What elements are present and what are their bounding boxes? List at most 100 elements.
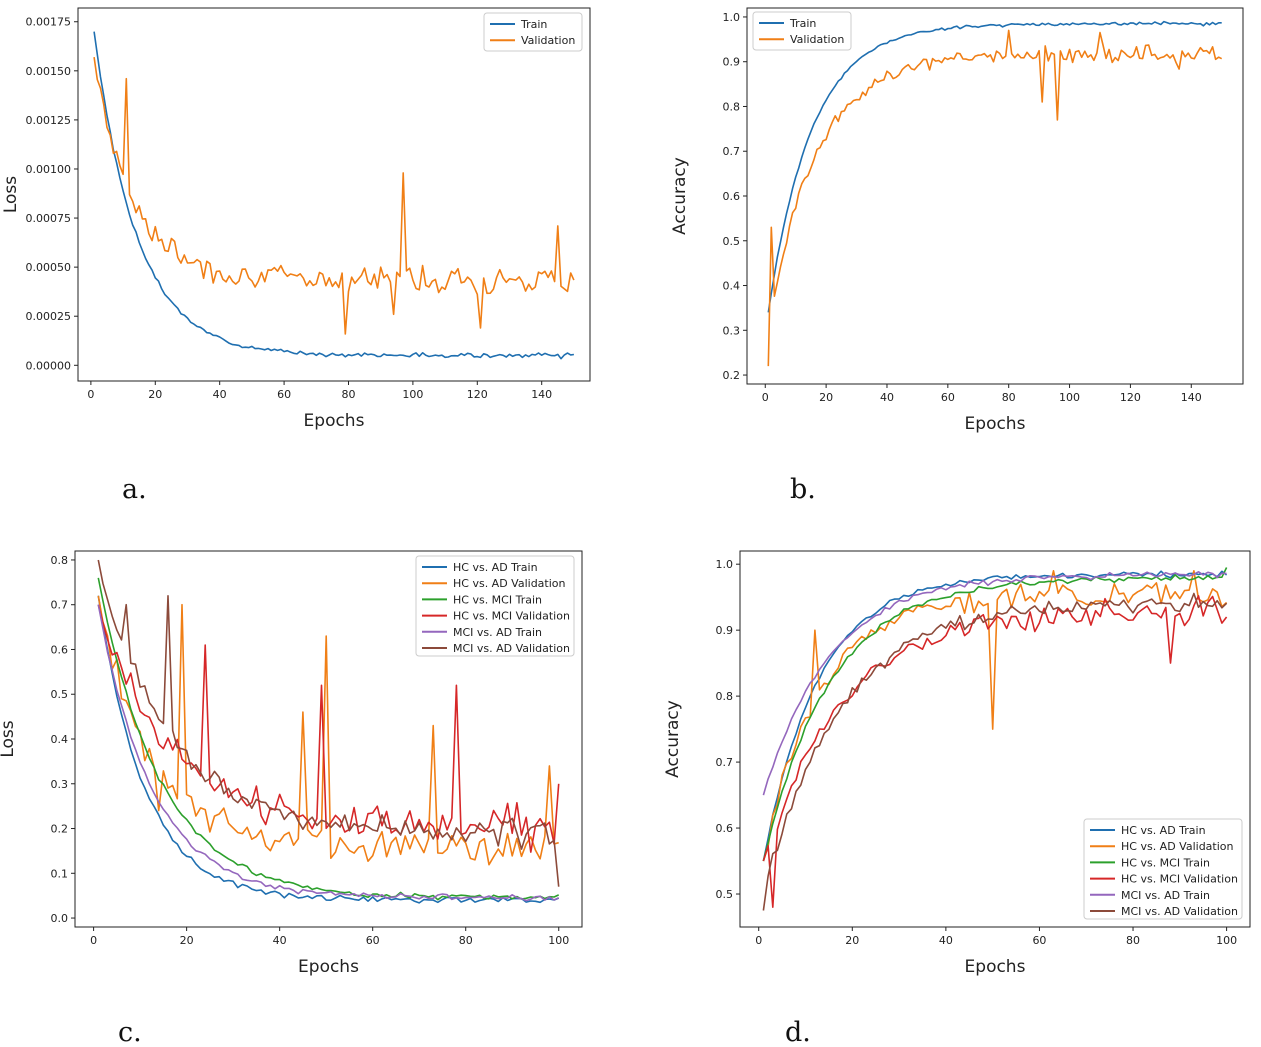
x-tick-label: 60 bbox=[366, 934, 380, 947]
y-tick-label: 0.9 bbox=[716, 624, 734, 637]
legend-entry: Train bbox=[789, 17, 816, 30]
x-tick-label: 0 bbox=[90, 934, 97, 947]
y-tick-label: 0.00075 bbox=[26, 212, 72, 225]
legend: Train Validation bbox=[483, 12, 583, 52]
y-tick-label: 0.5 bbox=[716, 888, 734, 901]
legend: HC vs. AD Train HC vs. AD Validation HC vs… bbox=[415, 555, 575, 657]
y-axis-label: Accuracy bbox=[670, 157, 690, 235]
plot-frame bbox=[739, 550, 1251, 928]
x-tick-label: 20 bbox=[819, 391, 833, 404]
y-tick-label: 0.00125 bbox=[26, 114, 72, 127]
y-tick-label: 0.8 bbox=[51, 554, 69, 567]
y-tick-label: 0.7 bbox=[51, 599, 69, 612]
legend: Train Validation bbox=[752, 11, 852, 51]
series-line-d-2 bbox=[762, 567, 1228, 862]
series-line-d-5 bbox=[762, 592, 1228, 911]
y-axis-label: Loss bbox=[0, 720, 18, 757]
y-tick-label: 0.00175 bbox=[26, 16, 72, 29]
panel-c-loss-chart: 0 20 40 60 80 100 0.0 0.1 0.2 0.3 0.4 0.5 0.6 0.7 0.8 E… bbox=[0, 550, 583, 1047]
series-line-c-5 bbox=[97, 559, 560, 887]
y-tick-label: 0.6 bbox=[716, 822, 734, 835]
legend-entry: MCI vs. AD Train bbox=[1121, 889, 1210, 902]
y-axis-label: Accuracy bbox=[663, 700, 683, 778]
legend-entry: HC vs. AD Train bbox=[453, 561, 538, 574]
y-tick-label: 0.1 bbox=[51, 867, 69, 880]
x-axis-label: Epochs bbox=[304, 411, 365, 431]
y-tick-label: 0.6 bbox=[723, 190, 741, 203]
legend-entry: MCI vs. AD Validation bbox=[1121, 905, 1238, 918]
series-line-d-4 bbox=[762, 571, 1227, 796]
y-tick-label: 0.00150 bbox=[26, 65, 72, 78]
y-tick-label: 0.2 bbox=[723, 369, 741, 382]
panel-label: d. bbox=[785, 1017, 811, 1047]
x-tick-label: 20 bbox=[845, 934, 859, 947]
y-tick-label: 0.3 bbox=[723, 324, 741, 337]
y-tick-label: 0.6 bbox=[51, 643, 69, 656]
y-tick-label: 0.0 bbox=[51, 912, 69, 925]
y-tick-label: 0.4 bbox=[723, 280, 741, 293]
series-line-a-1 bbox=[93, 56, 575, 335]
y-tick-label: 0.9 bbox=[723, 56, 741, 69]
plot-frame bbox=[77, 7, 591, 382]
y-tick-label: 1.0 bbox=[716, 558, 734, 571]
x-tick-label: 80 bbox=[459, 934, 473, 947]
y-tick-label: 0.8 bbox=[716, 690, 734, 703]
panel-label: b. bbox=[790, 474, 816, 505]
legend-entry: HC vs. MCI Validation bbox=[453, 610, 570, 623]
x-tick-label: 0 bbox=[755, 934, 762, 947]
series-line-a-0 bbox=[93, 31, 574, 360]
x-axis-label: Epochs bbox=[965, 957, 1026, 977]
legend-entry: HC vs. AD Train bbox=[1121, 824, 1206, 837]
x-tick-label: 20 bbox=[148, 388, 162, 401]
x-axis-label: Epochs bbox=[965, 414, 1026, 434]
panel-a-loss-chart: 0 20 40 60 80 100 120 140 0.00000 0.00025 0.00050 0… bbox=[1, 7, 591, 505]
legend: HC vs. AD Train HC vs. AD Validation HC vs… bbox=[1083, 818, 1243, 920]
x-tick-label: 100 bbox=[402, 388, 423, 401]
x-tick-label: 120 bbox=[467, 388, 488, 401]
x-tick-label: 60 bbox=[1032, 934, 1046, 947]
x-tick-label: 60 bbox=[941, 391, 955, 404]
x-axis-label: Epochs bbox=[298, 957, 359, 977]
y-tick-label: 0.3 bbox=[51, 778, 69, 791]
legend-entry: HC vs. AD Validation bbox=[1121, 840, 1234, 853]
y-tick-label: 0.2 bbox=[51, 823, 69, 836]
series-line-b-1 bbox=[767, 29, 1223, 367]
x-tick-label: 100 bbox=[1059, 391, 1080, 404]
y-tick-label: 0.4 bbox=[51, 733, 69, 746]
series-line-b-0 bbox=[767, 20, 1222, 313]
y-tick-label: 0.00050 bbox=[26, 261, 72, 274]
y-tick-label: 0.00000 bbox=[26, 359, 72, 372]
y-tick-label: 0.8 bbox=[723, 100, 741, 113]
series-line-c-1 bbox=[97, 595, 559, 866]
x-tick-label: 140 bbox=[1181, 391, 1202, 404]
y-tick-label: 0.00100 bbox=[26, 163, 72, 176]
x-tick-label: 0 bbox=[762, 391, 769, 404]
legend-entry: Validation bbox=[521, 34, 575, 47]
x-tick-label: 80 bbox=[1126, 934, 1140, 947]
y-tick-label: 1.0 bbox=[723, 11, 741, 24]
y-tick-label: 0.7 bbox=[723, 145, 741, 158]
panel-d-accuracy-chart: 0 20 40 60 80 100 0.5 0.6 0.7 0.8 0.9 1.0 Epochs Accu… bbox=[663, 550, 1251, 1047]
x-tick-label: 80 bbox=[1002, 391, 1016, 404]
legend-box bbox=[1083, 818, 1243, 920]
legend-entry: HC vs. MCI Validation bbox=[1121, 873, 1238, 886]
series-line-c-4 bbox=[97, 604, 560, 902]
x-tick-label: 40 bbox=[213, 388, 227, 401]
panel-label: a. bbox=[122, 474, 147, 505]
legend-entry: HC vs. AD Validation bbox=[453, 577, 566, 590]
legend-entry: HC vs. MCI Train bbox=[1121, 856, 1210, 869]
x-tick-label: 60 bbox=[277, 388, 291, 401]
legend-box bbox=[483, 12, 583, 52]
legend-entry: Validation bbox=[790, 33, 844, 46]
y-tick-label: 0.7 bbox=[716, 756, 734, 769]
x-tick-label: 140 bbox=[531, 388, 552, 401]
panel-label: c. bbox=[118, 1017, 142, 1047]
legend-box bbox=[415, 555, 575, 657]
legend-entry: MCI vs. AD Validation bbox=[453, 642, 570, 655]
panel-b-accuracy-chart: 0 20 40 60 80 100 120 140 0.2 0.3 0.4 0.5 0.6 0.7 0.8 0… bbox=[670, 7, 1244, 505]
x-tick-label: 40 bbox=[880, 391, 894, 404]
y-axis-label: Loss bbox=[1, 176, 21, 213]
y-tick-label: 0.5 bbox=[51, 688, 69, 701]
x-tick-label: 80 bbox=[341, 388, 355, 401]
